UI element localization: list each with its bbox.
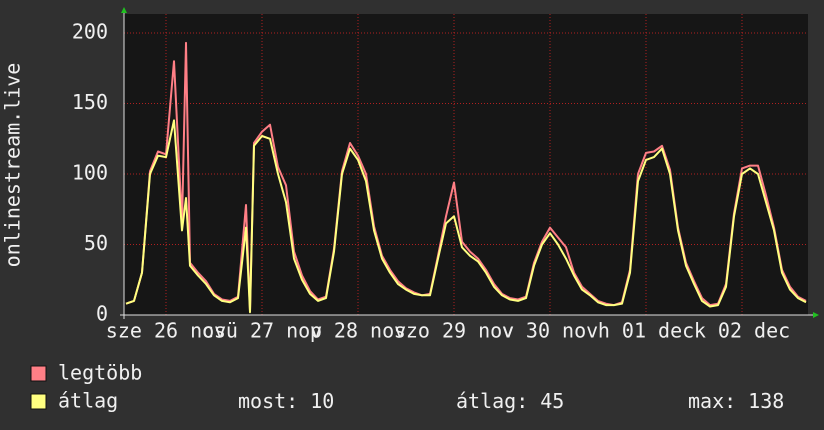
axis-arrow <box>121 7 127 13</box>
axis-arrow <box>813 312 819 318</box>
stat: most: 10 <box>238 389 334 413</box>
y-axis-label: onlinestream.live <box>1 63 25 268</box>
legend-label: legtöbb <box>58 361 142 385</box>
legend-swatch <box>30 393 47 410</box>
legend-label: átlag <box>58 389 118 413</box>
stat-label: most: <box>238 389 298 413</box>
stat: átlag: 45 <box>456 389 564 413</box>
x-tick-label: v 30 nov <box>502 319 598 343</box>
series-line <box>125 41 807 312</box>
stat: max: 138 <box>688 389 784 413</box>
x-tick-label: k 02 dec <box>694 319 790 343</box>
stat-label: max: <box>688 389 736 413</box>
stat-value: 10 <box>310 389 334 413</box>
x-tick-label: h 01 dec <box>598 319 694 343</box>
series-line <box>125 119 807 314</box>
x-tick-label: szo 29 nov <box>394 319 514 343</box>
y-tick-label: 50 <box>84 231 108 255</box>
x-tick-label: p 28 nov <box>310 319 406 343</box>
stat-value: 138 <box>748 389 784 413</box>
x-tick-label: csü 27 nov <box>202 319 322 343</box>
stat-value: 45 <box>540 389 564 413</box>
y-tick-label: 100 <box>72 161 108 185</box>
plot-area <box>124 14 808 315</box>
stat-label: átlag: <box>456 389 528 413</box>
x-tick-label: sze 26 nov <box>106 319 226 343</box>
y-tick-label: 0 <box>96 302 108 326</box>
y-tick-label: 150 <box>72 90 108 114</box>
y-tick-label: 200 <box>72 20 108 44</box>
legend-swatch <box>30 365 47 382</box>
